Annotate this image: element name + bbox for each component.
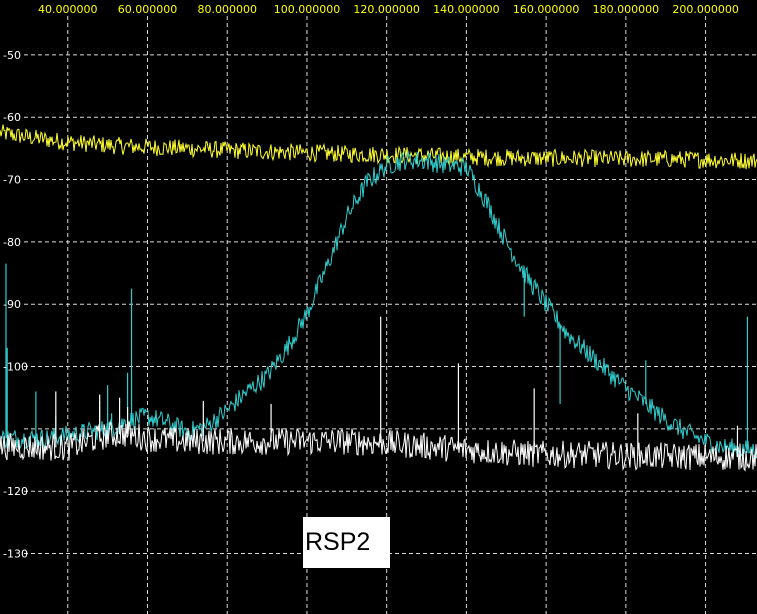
- grid-layer: [24, 16, 757, 614]
- y-tick-label: -90: [3, 298, 21, 311]
- x-tick-label: 160.000000: [513, 3, 579, 16]
- y-tick-label: -120: [3, 485, 28, 498]
- y-tick-label: -70: [3, 174, 21, 187]
- x-tick-label: 40.000000: [38, 3, 98, 16]
- axis-layer: 40.000000 60.000000 80.000000 100.000000 120…: [3, 3, 739, 561]
- device-label: RSP2: [303, 517, 390, 568]
- series-layer: [0, 124, 757, 472]
- y-tick-label: -60: [3, 111, 21, 124]
- series-line-0: [0, 124, 757, 170]
- x-tick-label: 180.000000: [593, 3, 659, 16]
- x-tick-label: 100.000000: [274, 3, 340, 16]
- series-line-2: [0, 421, 757, 472]
- y-tick-label: -50: [3, 49, 21, 62]
- y-tick-label: -100: [3, 361, 28, 374]
- x-tick-label: 140.000000: [433, 3, 499, 16]
- y-tick-label: -80: [3, 236, 21, 249]
- x-tick-label: 200.000000: [672, 3, 738, 16]
- y-tick-label: -130: [3, 548, 28, 561]
- x-tick-label: 80.000000: [197, 3, 257, 16]
- x-tick-label: 60.000000: [118, 3, 178, 16]
- x-tick-label: 120.000000: [353, 3, 419, 16]
